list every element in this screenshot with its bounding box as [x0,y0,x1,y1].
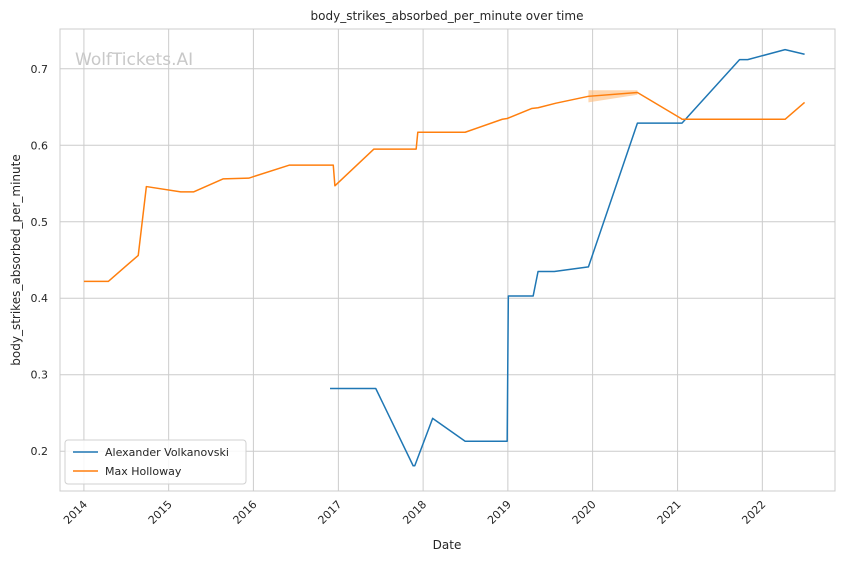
x-tick-label: 2020 [570,498,599,527]
y-tick-label: 0.6 [31,139,49,152]
grid-lines [60,29,835,491]
x-tick-label: 2022 [739,498,768,527]
series-line-volkanovski [330,48,805,467]
y-axis-title: body_strikes_absorbed_per_minute [9,154,23,365]
series-line-holloway [83,91,806,283]
x-tick-label: 2018 [400,498,429,527]
x-axis-title: Date [433,538,462,552]
legend-box [64,439,247,485]
x-tick-label: 2017 [316,498,345,527]
legend-label-holloway: Max Holloway [105,465,182,478]
x-tick-label: 2015 [146,498,175,527]
x-tick-labels: 2014 2015 2016 2017 2018 2019 2020 2021 2022 [61,498,768,527]
series-lines [83,48,806,467]
x-tick-label: 2019 [485,498,514,527]
y-tick-label: 0.4 [31,292,49,305]
x-tick-label: 2021 [655,498,684,527]
x-tick-label: 2014 [61,498,90,527]
legend: Alexander Volkanovski Max Holloway [64,439,247,485]
y-tick-label: 0.3 [31,369,49,382]
y-tick-label: 0.5 [31,216,49,229]
watermark: WolfTickets.AI [75,50,193,70]
y-tick-label: 0.7 [31,63,49,76]
legend-label-volkanovski: Alexander Volkanovski [105,446,229,459]
y-tick-label: 0.2 [31,445,49,458]
y-tick-labels: 0.2 0.3 0.4 0.5 0.6 0.7 [31,63,49,458]
chart-title: body_strikes_absorbed_per_minute over ti… [311,9,584,23]
x-tick-label: 2016 [231,498,260,527]
plot-area [59,28,836,492]
